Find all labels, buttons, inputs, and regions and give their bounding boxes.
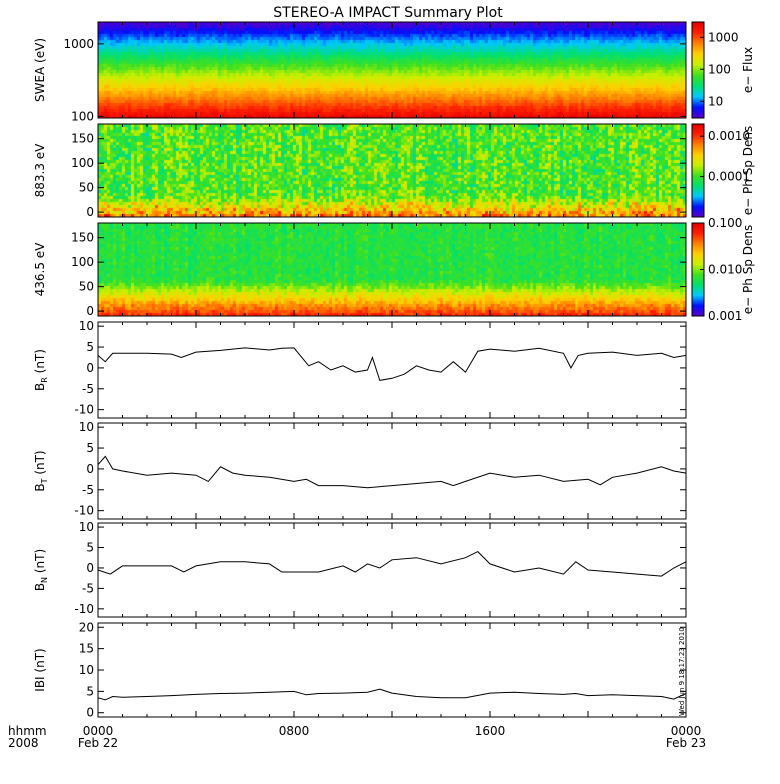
y-axis-label: IBI (nT) <box>33 648 47 691</box>
x-tick-label: 1600 <box>475 724 506 738</box>
series-line-br <box>97 347 687 381</box>
y-tick-label: 5 <box>86 541 94 555</box>
y-axis-label: 436.5 eV <box>33 242 47 297</box>
y-tick-label: 15 <box>79 642 94 656</box>
y-tick-label: 100 <box>71 109 94 123</box>
colorbar-label: e− Ph Sp Dens <box>741 225 755 314</box>
colorbar-tick-label: 1000 <box>708 30 739 44</box>
plot-title: STEREO-A IMPACT Summary Plot <box>273 5 503 21</box>
y-tick-label: -5 <box>82 581 94 595</box>
series-line-bn <box>97 550 687 577</box>
colorbar-tick-label: 0.0010 <box>708 129 750 143</box>
y-tick-label: 150 <box>71 231 94 245</box>
y-tick-label: 0 <box>86 706 94 720</box>
y-axis-label: BR (nT) <box>33 349 49 391</box>
panel-bt: -10 -5 0 5 10 BT (nT) <box>33 420 687 520</box>
y-tick-label: 1000 <box>63 37 94 51</box>
y-tick-label: -10 <box>74 602 94 616</box>
series-line-bmag <box>97 688 687 701</box>
y-axis-label: SWEA (eV) <box>33 38 47 102</box>
colorbar-tick-label: 0.0001 <box>708 170 750 184</box>
colorbar-tick-label: 0.001 <box>708 309 742 323</box>
x-tick-label: 0800 <box>279 724 310 738</box>
y-tick-label: 10 <box>79 420 94 434</box>
colorbar-label: e− Flux <box>741 47 755 93</box>
y-tick-label: 50 <box>79 181 94 195</box>
x-corner-label-hhmm: hhmm <box>8 724 47 738</box>
colorbar-tick-label: 100 <box>708 62 731 76</box>
y-axis-label: BN (nT) <box>33 549 49 591</box>
y-tick-label: 5 <box>86 340 94 354</box>
y-axis-label: 883.3 eV <box>33 143 47 198</box>
panel-frame <box>97 522 687 618</box>
colorbar-tick-label: 0.010 <box>708 263 742 277</box>
panel-bmag: 0 5 10 15 20 IBI (nT) <box>33 620 687 720</box>
panel-bn: -10 -5 0 5 10 BN (nT) <box>33 520 687 618</box>
x-tick-label: 0000 <box>671 724 702 738</box>
panel-frame <box>97 622 687 718</box>
y-tick-label: 100 <box>71 255 94 269</box>
timestamp-stamp: Wed Jun 9 18:17:23 2010 <box>678 627 686 716</box>
spectrogram-image <box>98 22 686 118</box>
y-tick-label: 0 <box>86 304 94 318</box>
y-tick-label: 5 <box>86 684 94 698</box>
x-corner-label-year: 2008 <box>8 736 39 750</box>
panel-br: -10 -5 0 5 10 BR (nT) <box>33 319 687 419</box>
spectrogram-image <box>98 124 686 217</box>
y-tick-label: -5 <box>82 382 94 396</box>
y-tick-label: -10 <box>74 403 94 417</box>
y-tick-label: 20 <box>79 620 94 634</box>
y-tick-label: -10 <box>74 504 94 518</box>
colorbar <box>691 21 705 119</box>
x-tick-label: 0000 <box>83 724 114 738</box>
colorbar-tick-label: 10 <box>708 94 723 108</box>
series-line-bt <box>97 455 687 489</box>
colorbar-label: e− Ph Sp Dens <box>741 126 755 215</box>
y-tick-label: 150 <box>71 132 94 146</box>
y-tick-label: 10 <box>79 520 94 534</box>
panel-frame <box>97 422 687 520</box>
y-tick-label: -5 <box>82 483 94 497</box>
y-tick-label: 0 <box>86 361 94 375</box>
panel-frame <box>97 321 687 419</box>
y-tick-label: 10 <box>79 319 94 333</box>
spectrogram-image <box>98 223 686 316</box>
colorbar-tick-label: 0.100 <box>708 216 742 230</box>
x-tick-date-label: Feb 23 <box>666 736 706 750</box>
y-tick-label: 50 <box>79 280 94 294</box>
y-tick-label: 5 <box>86 441 94 455</box>
x-tick-date-label: Feb 22 <box>78 736 118 750</box>
y-tick-label: 0 <box>86 561 94 575</box>
colorbar <box>691 123 705 218</box>
y-tick-label: 0 <box>86 462 94 476</box>
y-tick-label: 100 <box>71 156 94 170</box>
y-axis-label: BT (nT) <box>33 450 49 491</box>
y-tick-label: 0 <box>86 205 94 219</box>
y-tick-label: 10 <box>79 663 94 677</box>
